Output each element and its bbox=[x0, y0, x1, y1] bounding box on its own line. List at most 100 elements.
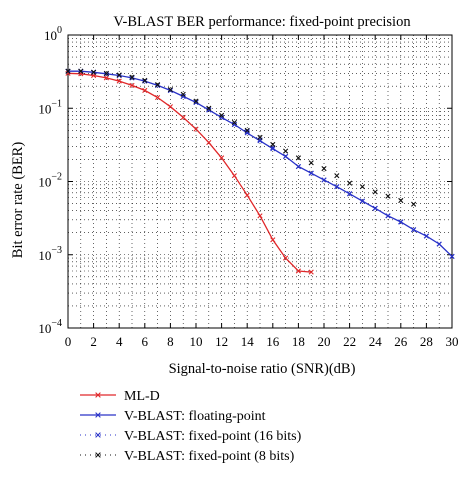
series-4-point bbox=[180, 91, 186, 97]
series-3-point bbox=[359, 198, 365, 204]
x-tick-label: 20 bbox=[318, 334, 331, 349]
series-4-point bbox=[91, 69, 97, 75]
legend-item-1-marker bbox=[95, 392, 101, 398]
x-tick-label: 8 bbox=[167, 334, 174, 349]
series-3-point bbox=[436, 241, 442, 247]
legend-item-2-label: V-BLAST: floating-point bbox=[124, 409, 266, 424]
series-4-point bbox=[270, 141, 276, 148]
series-2-point bbox=[270, 146, 276, 152]
series-4-point bbox=[206, 105, 212, 111]
x-tick-label: 16 bbox=[266, 334, 280, 349]
x-tick-label: 0 bbox=[65, 334, 72, 349]
series-3-point bbox=[308, 170, 314, 176]
legend-item-3-label: V-BLAST: fixed-point (16 bits) bbox=[124, 429, 302, 444]
y-tick-label: 10−4 bbox=[38, 318, 62, 336]
series-1-point bbox=[142, 87, 148, 94]
series-4-point bbox=[321, 166, 327, 172]
series-3-point bbox=[283, 153, 289, 160]
x-tick-label: 6 bbox=[142, 334, 149, 349]
x-tick-label: 10 bbox=[190, 334, 203, 349]
series-3-point bbox=[167, 87, 173, 94]
series-1-point bbox=[308, 269, 314, 275]
series-3-point bbox=[411, 227, 417, 233]
series-1-point bbox=[244, 192, 250, 198]
legend-item-4-marker bbox=[95, 452, 101, 458]
series-1-point bbox=[206, 139, 212, 146]
series-4-point bbox=[65, 68, 71, 74]
series-1-point bbox=[116, 78, 122, 84]
series-4-point bbox=[142, 77, 148, 83]
x-tick-label: 2 bbox=[90, 334, 97, 349]
series-4-point bbox=[385, 193, 391, 199]
series-4-point bbox=[334, 173, 340, 179]
series-4-point bbox=[359, 184, 365, 190]
x-tick-label: 12 bbox=[215, 334, 228, 349]
series-4-point bbox=[129, 74, 135, 80]
series-1-point bbox=[103, 75, 109, 81]
series-4-point bbox=[411, 201, 417, 207]
series-3-point bbox=[219, 114, 225, 120]
y-tick-label: 100 bbox=[44, 25, 62, 43]
x-tick-label: 28 bbox=[420, 334, 433, 349]
series-1-point bbox=[231, 173, 237, 179]
series-4-point bbox=[167, 86, 173, 93]
y-axis-label: Bit error rate (BER) bbox=[10, 142, 26, 259]
x-tick-label: 18 bbox=[292, 334, 305, 349]
series-3-point bbox=[449, 253, 455, 259]
plot-area: 0 2 4 6 8 10 12 14 16 18 20 22 24 26 28 3010010−110−210… bbox=[38, 25, 458, 349]
series-1-point bbox=[219, 155, 225, 161]
series-4-point bbox=[308, 160, 314, 166]
x-tick-label: 26 bbox=[394, 334, 408, 349]
series-4-point bbox=[372, 189, 378, 195]
series-3-point bbox=[398, 219, 404, 225]
series-4-point bbox=[155, 82, 161, 88]
series-4-point bbox=[231, 119, 237, 126]
series-3-point bbox=[321, 177, 327, 183]
legend-item-4-label: V-BLAST: fixed-point (8 bits) bbox=[124, 449, 295, 464]
series-4-point bbox=[283, 148, 289, 154]
series-3-point bbox=[423, 233, 429, 239]
series-3-point bbox=[334, 184, 340, 190]
series-3-point bbox=[206, 107, 212, 113]
series-4-point bbox=[193, 98, 199, 104]
series-1-point bbox=[283, 255, 289, 261]
series-3-point bbox=[231, 121, 237, 128]
y-tick-label: 10−3 bbox=[38, 245, 62, 263]
series-4-point bbox=[219, 112, 225, 118]
series-4-point bbox=[398, 197, 404, 204]
x-tick-label: 22 bbox=[343, 334, 356, 349]
x-tick-label: 14 bbox=[241, 334, 255, 349]
series-1-point bbox=[257, 213, 263, 219]
legend-item-1-label: ML-D bbox=[124, 389, 160, 404]
series-1-point bbox=[180, 114, 186, 120]
series-3-point bbox=[385, 213, 391, 219]
series-4-point bbox=[103, 70, 109, 76]
series-1-point bbox=[167, 104, 173, 110]
series-4-point bbox=[295, 155, 301, 161]
series-1-point bbox=[295, 268, 301, 274]
series-3-point bbox=[372, 205, 378, 211]
x-tick-label: 4 bbox=[116, 334, 123, 349]
x-axis-label: Signal-to-noise ratio (SNR)(dB) bbox=[169, 361, 356, 377]
series-3-point bbox=[244, 129, 250, 135]
x-tick-label: 30 bbox=[446, 334, 459, 349]
series-4-point bbox=[257, 134, 263, 140]
series-1-point bbox=[155, 94, 161, 101]
series-3-point bbox=[180, 93, 186, 100]
series-1-point bbox=[193, 126, 199, 132]
x-tick-label: 24 bbox=[369, 334, 383, 349]
legend-item-3-marker bbox=[95, 432, 101, 438]
series-1-point bbox=[270, 237, 276, 243]
legend-item-2-marker bbox=[95, 412, 101, 418]
y-tick-label: 10−1 bbox=[38, 98, 62, 116]
series-3-point bbox=[193, 99, 199, 106]
series-4-point bbox=[347, 180, 353, 186]
series-3-point bbox=[347, 191, 353, 197]
series-4-point bbox=[116, 72, 122, 78]
series-1-point bbox=[129, 82, 135, 89]
chart-title: V-BLAST BER performance: fixed-point pre… bbox=[113, 14, 411, 30]
series-4-point bbox=[78, 68, 84, 74]
legend: ML-D V-BLAST: floating-point V-BLAST: fixe… bbox=[80, 389, 302, 464]
series-3-point bbox=[295, 163, 301, 170]
